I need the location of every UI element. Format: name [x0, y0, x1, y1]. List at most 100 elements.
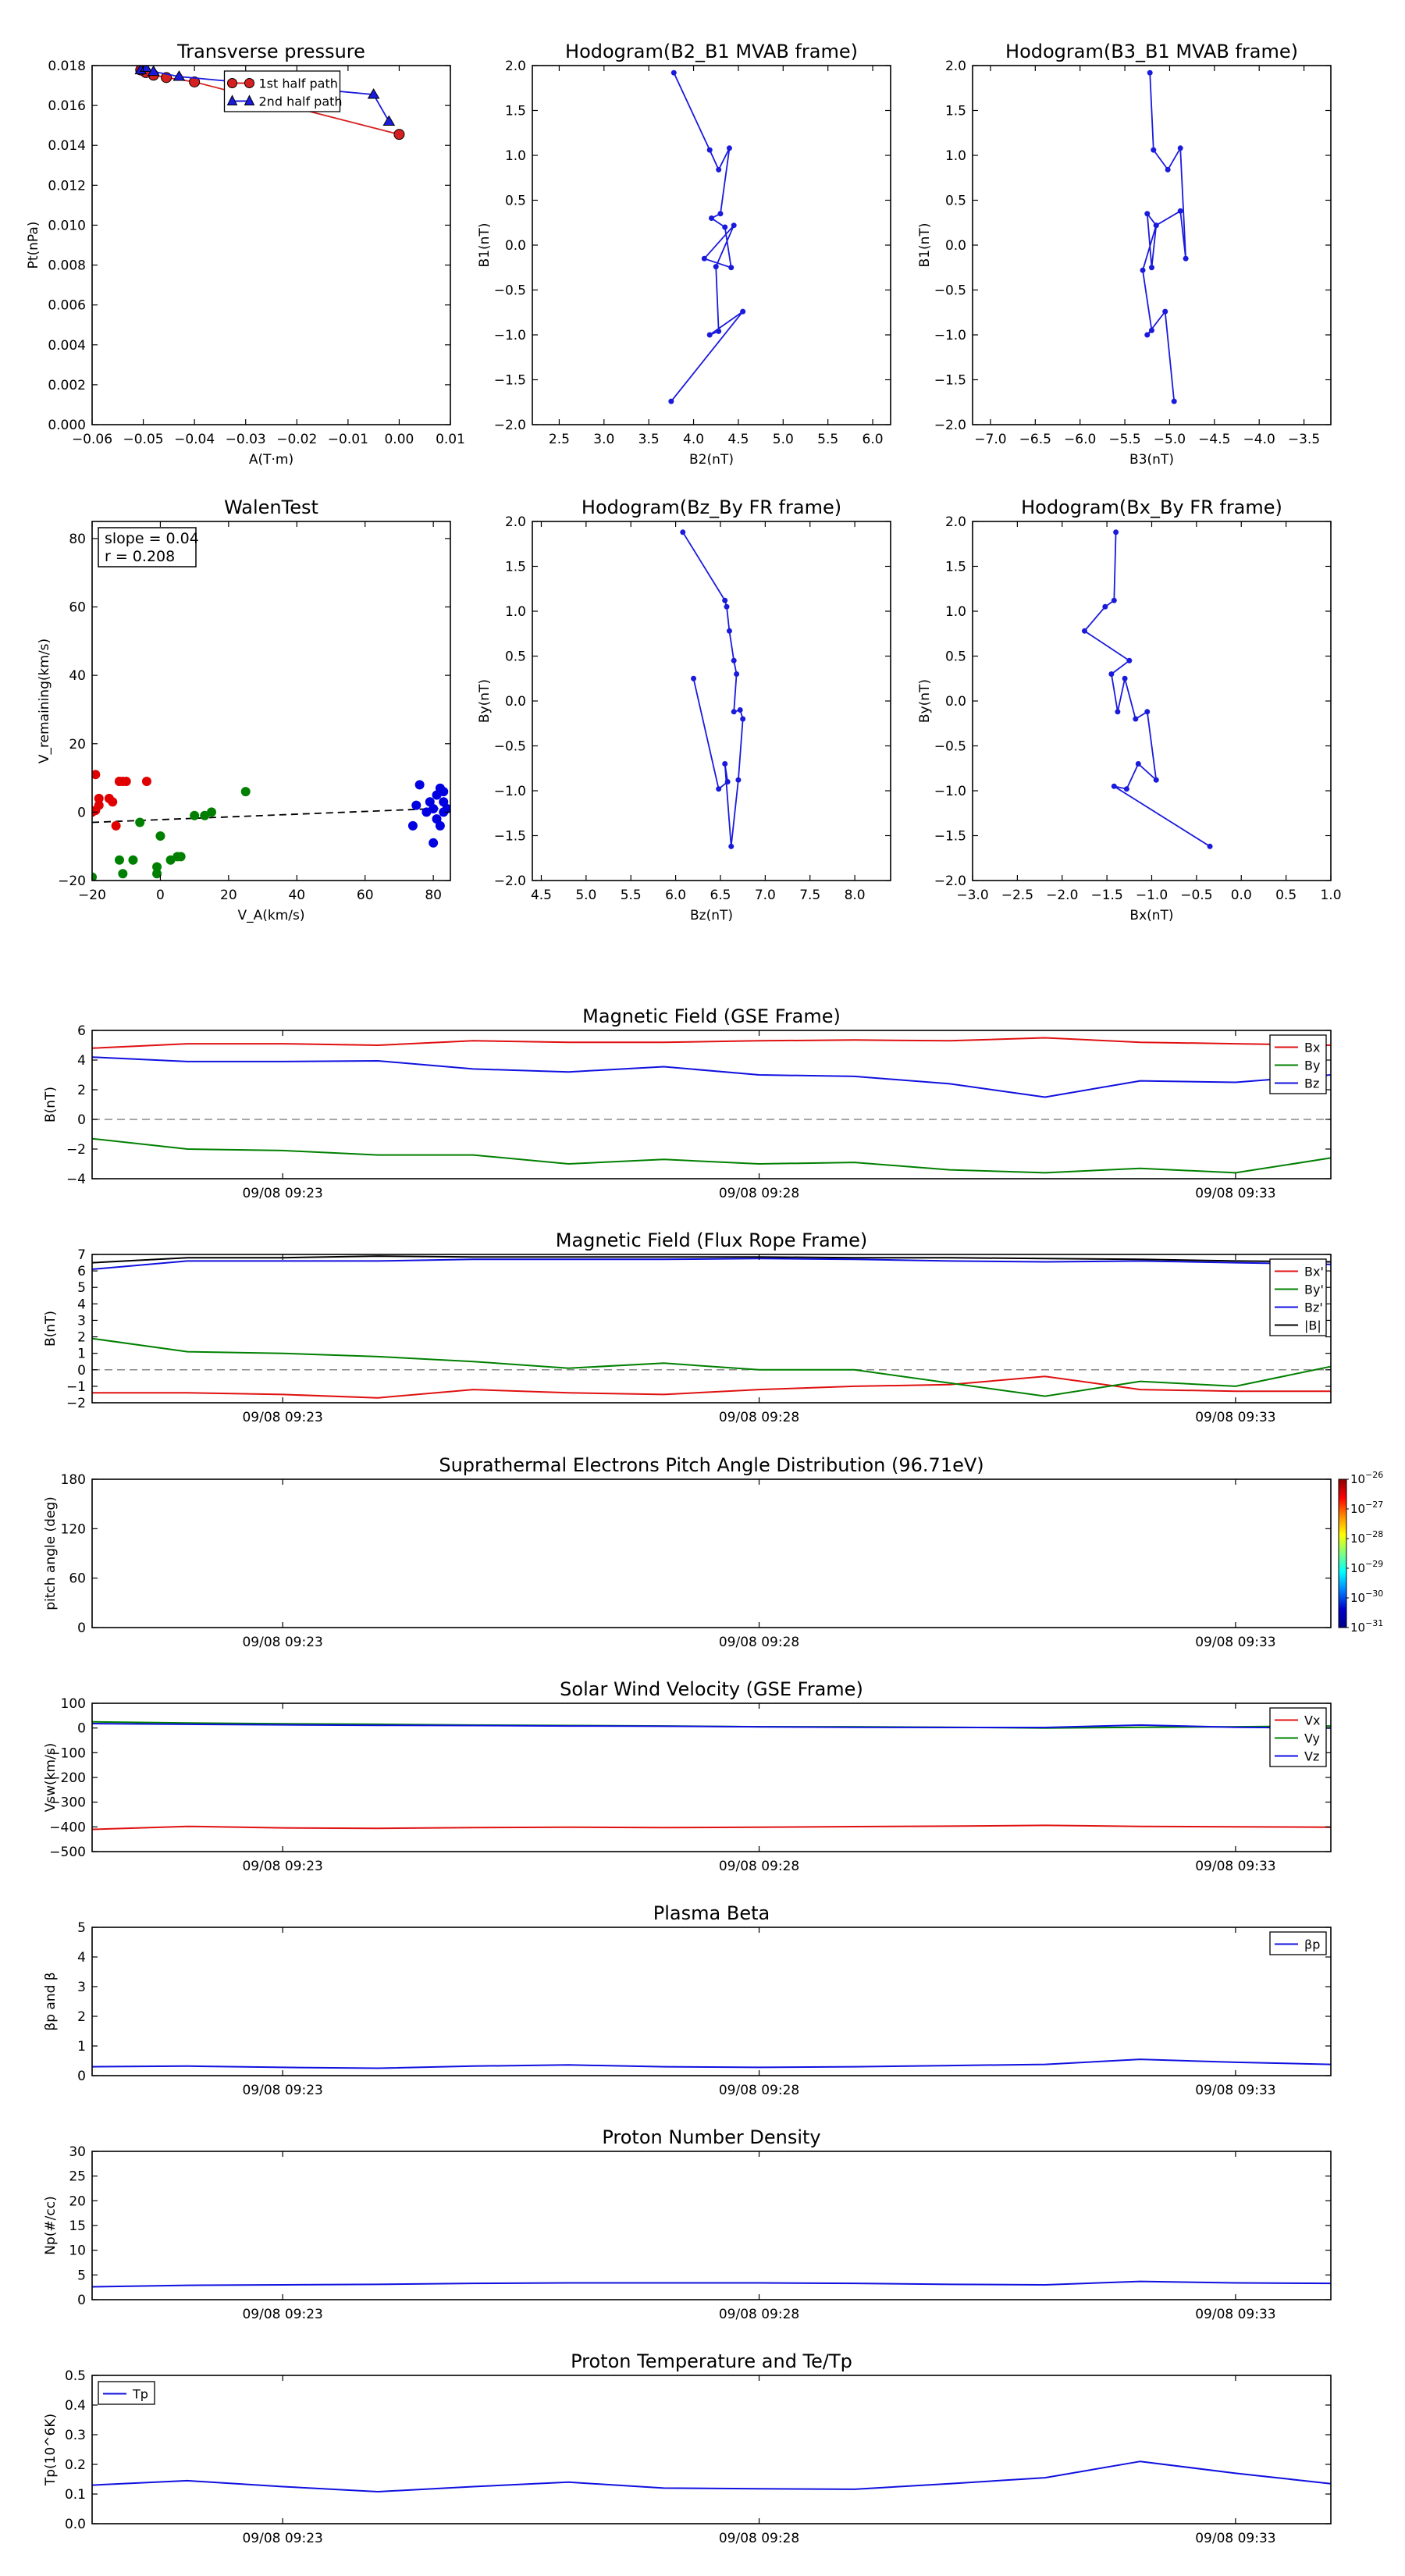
- chart-tpt: 09/08 09:23 09/08 09:28 09/08 09:33 0.0 0.1 0…: [43, 2350, 1332, 2546]
- y-tick-label: 0.0: [505, 238, 526, 254]
- x-tick-label: 09/08 09:33: [1195, 2083, 1275, 2098]
- legend-entry: Vz: [1275, 1749, 1319, 1764]
- series-line: [92, 1056, 1331, 1098]
- colorbar-label: 10−31: [1350, 1618, 1383, 1635]
- data-point: [435, 820, 445, 831]
- y-tick-label: 1.0: [945, 148, 966, 164]
- x-tick-label: −20: [78, 888, 106, 903]
- y-tick-label: 80: [69, 532, 86, 547]
- chart-title: Magnetic Field (GSE Frame): [582, 1005, 841, 1027]
- series-line: [92, 1723, 1331, 1729]
- y-tick-label: 0.5: [505, 649, 526, 665]
- x-tick-label: −0.04: [174, 432, 215, 447]
- series-Vz: [92, 1723, 1331, 1729]
- x-tick-label: 0.00: [384, 432, 414, 447]
- y-tick-label: 0.5: [945, 194, 966, 209]
- y-tick-label: 2: [77, 2009, 86, 2025]
- x-tick-label: −0.01: [328, 432, 368, 447]
- y-tick-label: 40: [69, 668, 86, 684]
- series-By: [92, 1137, 1331, 1174]
- x-tick-label: 0.0: [1231, 888, 1252, 903]
- y-tick-label: 6: [77, 1023, 86, 1039]
- y-tick-label: −400: [49, 1820, 86, 1835]
- legend-entry: βp: [1275, 1937, 1320, 1952]
- y-tick-label: 0: [77, 1112, 86, 1128]
- colorbar-label: 10−27: [1350, 1500, 1383, 1516]
- y-tick-label: 0: [77, 2069, 86, 2084]
- y-tick-label: −0.5: [494, 739, 526, 755]
- series-line: [92, 1037, 1331, 1049]
- x-tick-label: 09/08 09:33: [1195, 1859, 1275, 1874]
- x-tick-label: −1.0: [1136, 888, 1168, 903]
- data-point: [1165, 166, 1171, 173]
- colorbar-label: 10−28: [1350, 1529, 1383, 1546]
- data-point: [726, 145, 732, 151]
- x-tick-label: 09/08 09:28: [719, 2083, 799, 2098]
- y-tick-label: 4: [77, 1950, 86, 1966]
- data-point: [128, 855, 138, 865]
- series-line: [682, 532, 744, 847]
- chart-title: Proton Temperature and Te/Tp: [571, 2350, 852, 2372]
- y-tick-label: 0.1: [65, 2487, 86, 2503]
- data-point: [731, 222, 737, 229]
- x-tick-label: 0.5: [1275, 888, 1297, 903]
- x-tick-label: 5.0: [773, 432, 794, 447]
- series-Bz: [92, 1258, 1331, 1270]
- chart-title: Transverse pressure: [176, 41, 365, 62]
- data-point: [737, 707, 743, 713]
- chart-bfr: 09/08 09:23 09/08 09:28 09/08 09:33 −2−1012…: [43, 1229, 1332, 1425]
- chart-walen: −20 0 20 40 60 80 −20 0 20 40 60 80 WalenTest V_A(km/…: [37, 496, 451, 923]
- y-tick-label: 0.012: [48, 178, 86, 194]
- data-point: [726, 628, 732, 634]
- x-tick-label: −2.5: [1001, 888, 1033, 903]
- legend: βp: [1269, 1931, 1327, 1955]
- chart-bgse: 09/08 09:23 09/08 09:28 09/08 09:33 −4 −2 0 2 4…: [43, 1005, 1332, 1201]
- x-tick-label: 3.5: [638, 432, 660, 447]
- y-axis-label: By(nT): [917, 679, 933, 723]
- data-point: [92, 872, 97, 881]
- x-tick-label: 09/08 09:28: [719, 2307, 799, 2322]
- x-tick-label: 6.5: [710, 888, 731, 903]
- y-tick-label: −1.0: [494, 784, 526, 799]
- data-point: [155, 831, 165, 841]
- data-point: [1108, 671, 1115, 677]
- y-tick-label: 0: [77, 1363, 86, 1379]
- y-axis-label: By(nT): [477, 679, 493, 723]
- y-tick-label: 0.5: [65, 2368, 86, 2384]
- y-tick-label: −0.5: [494, 283, 526, 299]
- data-point: [724, 603, 730, 610]
- x-tick-label: 3.0: [593, 432, 614, 447]
- series-line: [670, 72, 744, 402]
- x-tick-label: −0.5: [1180, 888, 1212, 903]
- y-tick-label: −300: [49, 1795, 86, 1811]
- annotation-box: slope = 0.04r = 0.208: [98, 527, 199, 568]
- data-point: [691, 675, 697, 681]
- x-tick-label: 7.5: [799, 888, 820, 903]
- x-axis-label: B2(nT): [689, 452, 734, 468]
- y-tick-label: 0.002: [48, 378, 86, 393]
- data-point: [1140, 267, 1146, 273]
- series-Tp: [92, 2460, 1331, 2493]
- x-tick-label: 80: [425, 888, 442, 903]
- chart-tp: −0.06 −0.05 −0.04 −0.03 −0.02 −0.01 0.00 0.01 0.…: [26, 41, 465, 468]
- legend-label: Vy: [1304, 1731, 1320, 1746]
- series-line: [92, 2280, 1331, 2288]
- legend-entry: |B|: [1275, 1318, 1321, 1333]
- y-tick-label: −2.0: [494, 418, 526, 433]
- y-axis-label: B1(nT): [917, 223, 933, 268]
- y-tick-label: −1.5: [934, 829, 966, 845]
- data-point: [1122, 675, 1128, 681]
- x-tick-label: −6.5: [1019, 432, 1051, 447]
- y-tick-label: −2: [66, 1142, 86, 1158]
- y-tick-label: 4: [77, 1297, 86, 1312]
- data-point: [716, 328, 722, 334]
- data-point: [706, 147, 713, 153]
- data-point: [189, 76, 201, 87]
- data-point: [1153, 777, 1159, 783]
- data-point: [1144, 709, 1151, 715]
- data-point: [94, 793, 104, 803]
- chart-title: WalenTest: [224, 496, 318, 518]
- chart-vsw: 09/08 09:23 09/08 09:28 09/08 09:33 −500 −40…: [43, 1678, 1332, 1874]
- y-tick-label: −500: [49, 1845, 86, 1860]
- y-tick-label: −2.0: [494, 873, 526, 889]
